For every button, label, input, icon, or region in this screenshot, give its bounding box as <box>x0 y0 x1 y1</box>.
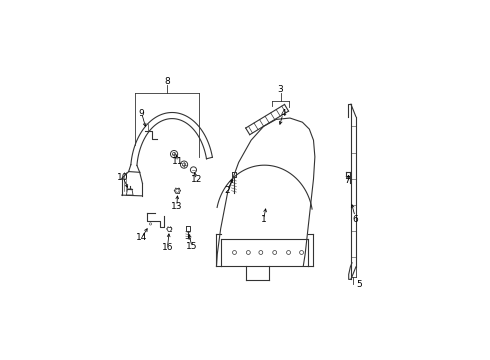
Text: 5: 5 <box>356 280 362 289</box>
Text: 4: 4 <box>280 109 286 118</box>
Text: 15: 15 <box>186 242 198 251</box>
Text: 13: 13 <box>171 202 183 211</box>
Text: 12: 12 <box>191 175 202 184</box>
Text: 8: 8 <box>164 77 170 86</box>
Text: 10: 10 <box>117 173 129 182</box>
Text: 11: 11 <box>172 157 183 166</box>
Text: 9: 9 <box>139 109 145 118</box>
Text: 1: 1 <box>261 215 267 224</box>
Text: 3: 3 <box>278 85 284 94</box>
Text: 16: 16 <box>162 243 173 252</box>
Text: 6: 6 <box>352 215 358 224</box>
Text: 14: 14 <box>136 233 147 242</box>
Text: 2: 2 <box>225 186 230 195</box>
Text: 7: 7 <box>344 176 350 185</box>
